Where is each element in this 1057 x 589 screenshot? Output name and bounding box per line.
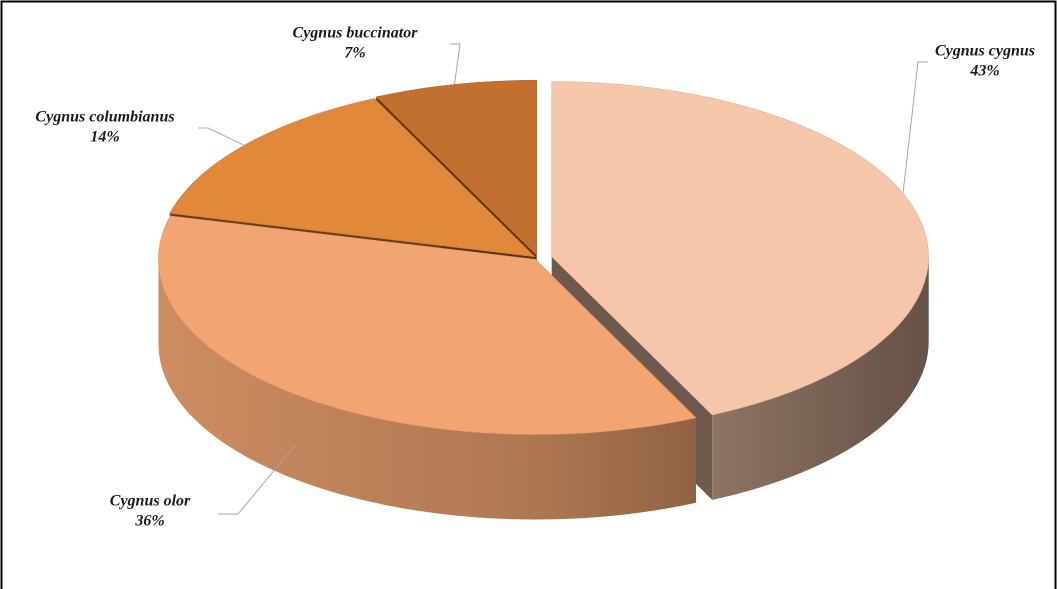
slice bbox=[375, 79, 537, 257]
slice bbox=[169, 98, 536, 258]
slice-label: Cygnus cygnus bbox=[935, 43, 1035, 60]
slice-label: Cygnus olor bbox=[110, 493, 191, 510]
slice-label: Cygnus columbianus bbox=[35, 109, 174, 126]
slice bbox=[551, 81, 929, 416]
slice-wall bbox=[158, 259, 696, 520]
leader-line bbox=[218, 444, 296, 515]
pie-tops bbox=[158, 79, 929, 435]
slice bbox=[158, 215, 697, 435]
leader-line bbox=[902, 61, 928, 194]
slice-label: Cygnus buccinator bbox=[293, 25, 419, 42]
slice-value-label: 7% bbox=[344, 45, 365, 62]
leader-line bbox=[450, 43, 461, 85]
slice-value-label: 43% bbox=[969, 63, 999, 80]
slice-value-label: 36% bbox=[134, 513, 164, 530]
slice-value-label: 14% bbox=[90, 129, 119, 146]
slice-wall bbox=[712, 256, 929, 500]
leader-line bbox=[198, 127, 245, 146]
